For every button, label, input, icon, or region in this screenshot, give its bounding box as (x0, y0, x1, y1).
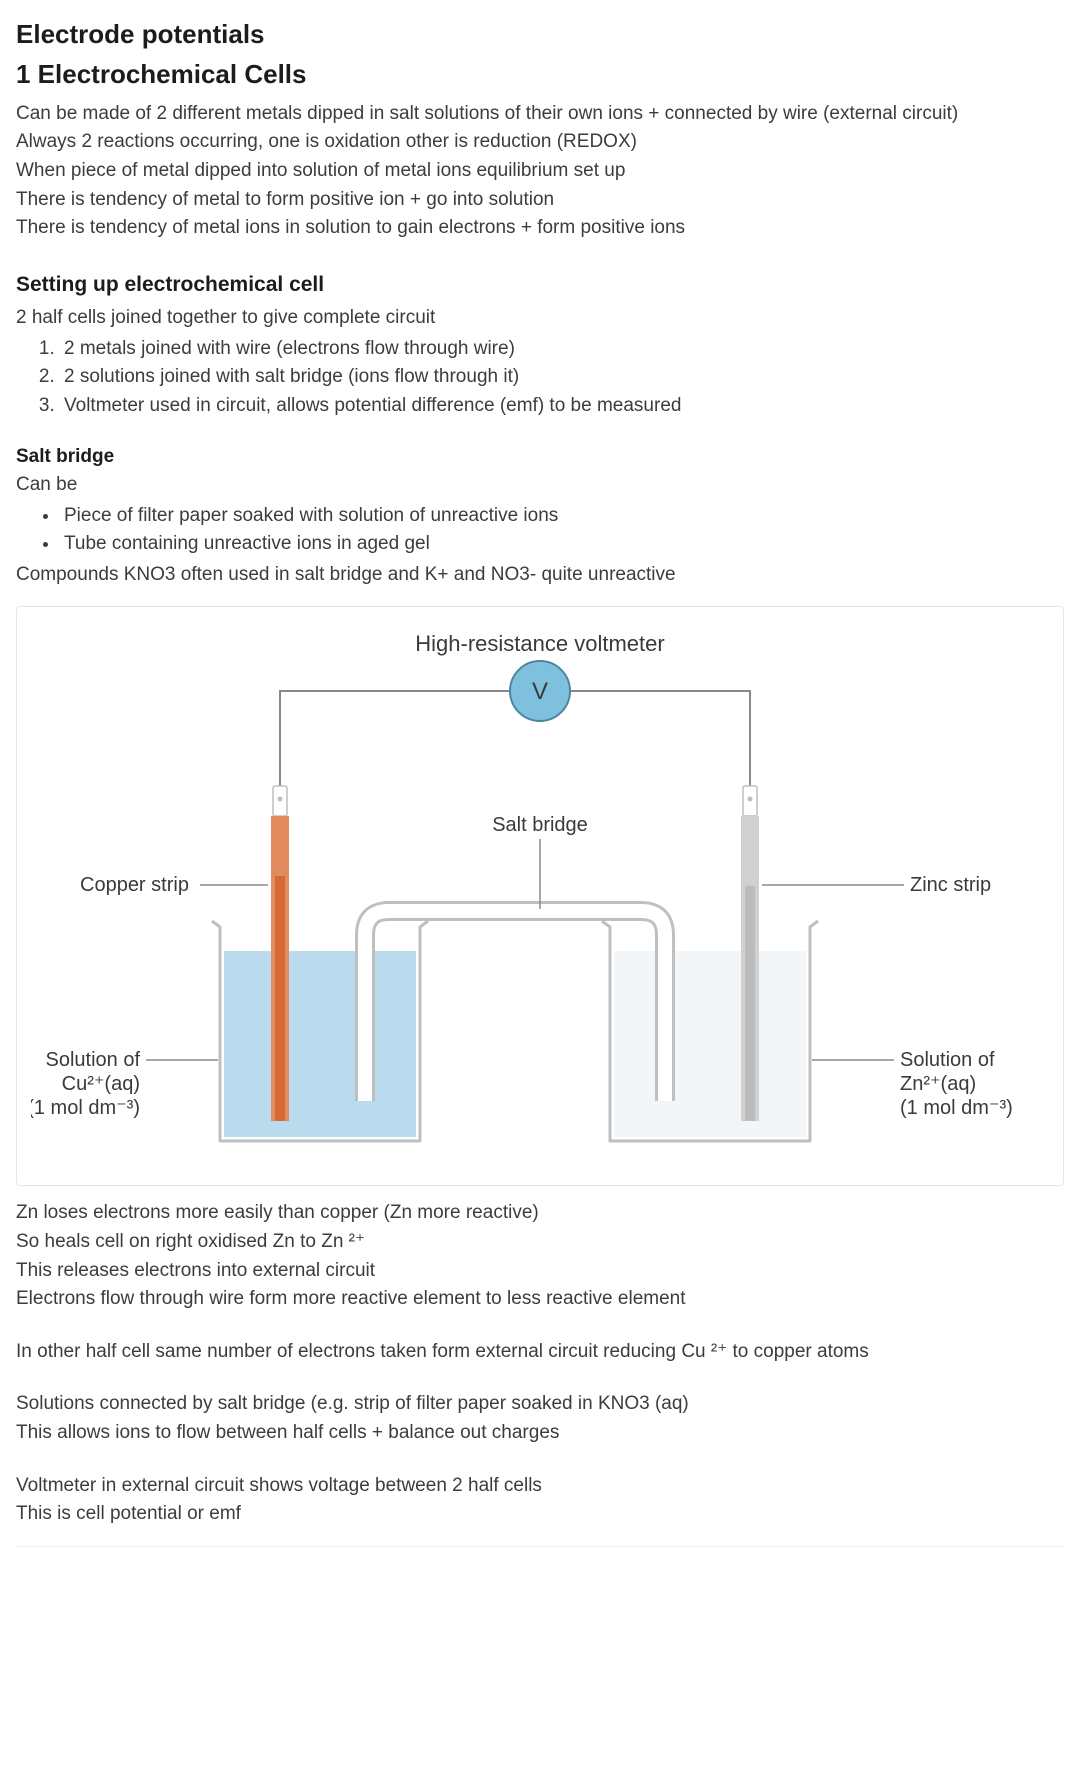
svg-text:Solution of: Solution of (900, 1049, 995, 1071)
list-item: Piece of filter paper soaked with soluti… (60, 503, 1064, 530)
salt-bridge-bullets: Piece of filter paper soaked with soluti… (16, 503, 1064, 558)
after-block-4: Voltmeter in external circuit shows volt… (16, 1473, 1064, 1528)
after-block-2: In other half cell same number of electr… (16, 1339, 1064, 1366)
svg-text:(1 mol dm⁻³): (1 mol dm⁻³) (31, 1097, 140, 1119)
svg-text:Copper strip: Copper strip (80, 874, 189, 896)
list-item: 2 solutions joined with salt bridge (ion… (60, 364, 1064, 391)
svg-text:Zn²⁺(aq): Zn²⁺(aq) (900, 1073, 976, 1095)
salt-bridge-intro: Can be (16, 472, 1064, 499)
list-item: Voltmeter used in circuit, allows potent… (60, 393, 1064, 420)
electrochemical-cell-diagram: V High-resistance voltmeter Salt bridge Cop… (31, 621, 1049, 1171)
body-line: There is tendency of metal ions in solut… (16, 215, 1064, 242)
svg-text:V: V (532, 678, 548, 705)
list-item: 2 metals joined with wire (electrons flo… (60, 336, 1064, 363)
after-block-3: Solutions connected by salt bridge (e.g.… (16, 1391, 1064, 1446)
body-line: When piece of metal dipped into solution… (16, 158, 1064, 185)
body-line: Electrons flow through wire form more re… (16, 1286, 1064, 1313)
salt-bridge-heading: Salt bridge (16, 444, 1064, 471)
setup-intro: 2 half cells joined together to give com… (16, 305, 1064, 332)
body-line: Always 2 reactions occurring, one is oxi… (16, 129, 1064, 156)
salt-bridge-outro: Compounds KNO3 often used in salt bridge… (16, 562, 1064, 589)
section-heading: 1 Electrochemical Cells (16, 56, 1064, 92)
svg-text:Salt bridge: Salt bridge (492, 814, 588, 836)
intro-block: Can be made of 2 different metals dipped… (16, 101, 1064, 242)
body-line: Zn loses electrons more easily than copp… (16, 1200, 1064, 1227)
svg-text:Cu²⁺(aq): Cu²⁺(aq) (62, 1073, 140, 1095)
body-line: Can be made of 2 different metals dipped… (16, 101, 1064, 128)
diagram-frame: V High-resistance voltmeter Salt bridge Cop… (16, 606, 1064, 1186)
svg-text:Zinc strip: Zinc strip (910, 874, 991, 896)
svg-text:High-resistance voltmeter: High-resistance voltmeter (415, 631, 664, 656)
page-title: Electrode potentials (16, 16, 1064, 52)
body-line: In other half cell same number of electr… (16, 1339, 1064, 1366)
divider (16, 1546, 1064, 1547)
list-item: Tube containing unreactive ions in aged … (60, 531, 1064, 558)
body-line: Solutions connected by salt bridge (e.g.… (16, 1391, 1064, 1418)
body-line: There is tendency of metal to form posit… (16, 187, 1064, 214)
body-line: This releases electrons into external ci… (16, 1258, 1064, 1285)
setup-heading: Setting up electrochemical cell (16, 270, 1064, 299)
after-block-1: Zn loses electrons more easily than copp… (16, 1200, 1064, 1312)
setup-steps-list: 2 metals joined with wire (electrons flo… (16, 336, 1064, 420)
body-line: So heals cell on right oxidised Zn to Zn… (16, 1229, 1064, 1256)
body-line: This is cell potential or emf (16, 1501, 1064, 1528)
svg-text:(1 mol dm⁻³): (1 mol dm⁻³) (900, 1097, 1013, 1119)
body-line: This allows ions to flow between half ce… (16, 1420, 1064, 1447)
body-line: Voltmeter in external circuit shows volt… (16, 1473, 1064, 1500)
svg-text:Solution of: Solution of (45, 1049, 140, 1071)
